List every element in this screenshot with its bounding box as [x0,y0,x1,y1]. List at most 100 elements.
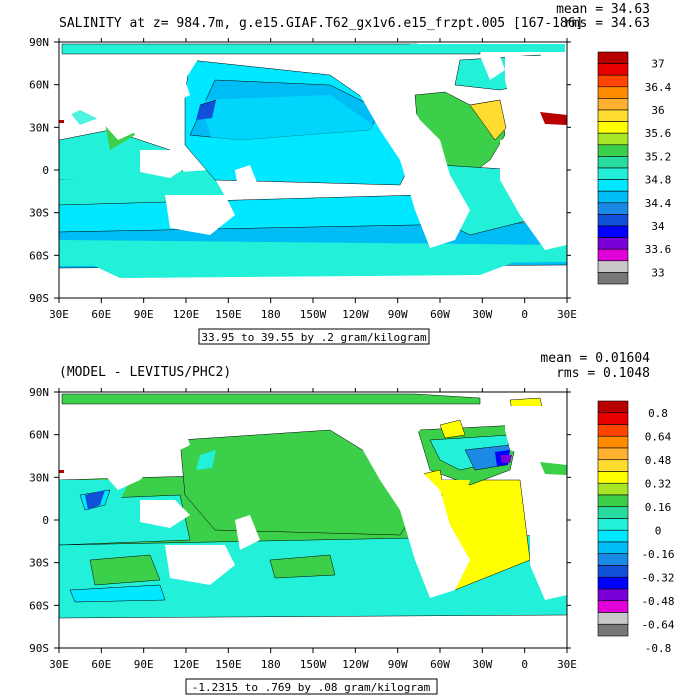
panel-title: SALINITY at z= 984.7m, g.e15.GIAF.T62_gx… [59,16,583,31]
antarctic-margin [90,260,520,278]
land [59,406,567,648]
stat-rms: rms = 0.1048 [556,366,650,381]
colorbar-label: 36.4 [645,81,672,94]
colorbar-label: 34.8 [645,174,672,187]
colorbar-swatch [597,565,629,578]
y-tick-label: 0 [42,164,49,177]
colorbar-swatch [597,98,629,111]
x-tick-label: 150E [215,308,242,321]
colorbar-label: 37 [651,58,664,71]
med-outflow [469,99,507,141]
colorbar-label: 35.2 [645,150,672,163]
x-tick-label: 90E [134,658,154,671]
colorbar-label: -0.64 [641,618,674,631]
x-tick-label: 30W [472,308,492,321]
colorbar-label: 34.4 [645,197,672,210]
colorbar-swatch [597,121,629,134]
colorbar-swatch [597,86,629,99]
colorbar-swatch [597,190,629,204]
colorbar-swatch [597,553,629,566]
colorbar-swatch [597,612,629,625]
colorbar-swatch [597,482,629,496]
x-tick-label: 60W [430,308,450,321]
axes: 30E 60E 90E 120E 150E 180 150W 120W 90W 60W 30W 0 30… [29,386,577,671]
colorbar-swatch [597,518,629,531]
colorbar-swatch [597,237,629,250]
x-tick-label: 180 [261,308,281,321]
x-tick-label: 90W [388,658,408,671]
y-tick-label: 60S [29,249,49,262]
x-tick-label: 30E [557,308,577,321]
colorbar-swatch [597,74,629,88]
colorbar-label: 33.6 [645,243,672,256]
stat-mean: mean = 34.63 [556,2,650,17]
y-tick-label: 30S [29,207,49,220]
colorbar-swatch [597,506,629,519]
colorbar-swatch [597,400,629,414]
colorbar-swatch [597,63,629,76]
colorbar-swatch [597,459,629,472]
colorbar-swatch [597,623,629,637]
colorbar-swatch [597,447,629,461]
colorbar-swatch [597,588,629,602]
colorbar-swatch [597,248,629,262]
x-tick-label: 120W [342,658,369,671]
colorbar-label: 35.6 [645,127,672,140]
pacific-central [179,429,411,536]
x-tick-label: 0 [521,308,528,321]
x-tick-label: 120E [173,308,200,321]
colorbar-label: 0.64 [645,430,672,443]
stat-mean: mean = 0.01604 [540,351,650,366]
colorbar-swatch [597,494,629,508]
colorbar-swatch [597,600,629,613]
colorbar-label: 0.8 [648,407,668,420]
colorbar: 0.8 0.64 0.48 0.32 0.16 0 -0.16 -0.32 -0.48 -0.64… [597,400,675,655]
colorbar-swatch [597,260,629,273]
colorbar-label: 0.32 [645,477,672,490]
stat-rms: rms = 34.63 [564,16,650,31]
colorbar-swatch [597,272,629,285]
x-tick-label: 150E [215,658,242,671]
y-tick-label: 30S [29,557,49,570]
x-tick-label: 30E [557,658,577,671]
x-tick-label: 60E [91,308,111,321]
x-tick-label: 60W [430,658,450,671]
colorbar-swatch [597,541,629,555]
y-tick-label: 90N [29,386,49,399]
colorbar-label: 36 [651,104,664,117]
colorbar-swatch [597,167,629,180]
colorbar-swatch [597,471,629,484]
colorbar-swatch [597,576,629,590]
colorbar-swatch [597,529,629,543]
y-tick-label: 60S [29,599,49,612]
x-tick-label: 180 [261,658,281,671]
y-tick-label: 90N [29,36,49,49]
colorbar-swatch [597,424,629,437]
x-tick-label: 30W [472,658,492,671]
colorbar-label: -0.16 [641,548,674,561]
x-tick-label: 60E [91,658,111,671]
range-label: 33.95 to 39.55 by .2 gram/kilogram [201,331,427,344]
colorbar-label: 33 [651,266,664,279]
colorbar-swatch [597,202,629,215]
map-field [59,392,567,648]
colorbar-label: 0 [655,524,662,537]
panel-title: (MODEL - LEVITUS/PHC2) [59,365,231,380]
axes: 30E 60E 90E 120E 150E 180 150W 120W 90W 60W 30W 0 30… [29,36,577,321]
y-tick-label: 90S [29,642,49,655]
colorbar-swatch [597,214,629,227]
arctic-band [61,393,481,405]
colorbar-label: 0.48 [645,454,672,467]
x-tick-label: 150W [300,308,327,321]
range-box [198,328,430,345]
x-tick-label: 120E [173,658,200,671]
y-tick-label: 60N [29,429,49,442]
y-tick-label: 0 [42,514,49,527]
map-field [59,42,567,298]
colorbar-swatch [597,435,629,449]
colorbar: 37 36.4 36 35.6 35.2 34.8 34.4 34 33.6 33 [597,51,672,285]
y-tick-label: 60N [29,79,49,92]
range-box [185,678,438,695]
x-tick-label: 120W [342,308,369,321]
colorbar-label: 0.16 [645,501,672,514]
